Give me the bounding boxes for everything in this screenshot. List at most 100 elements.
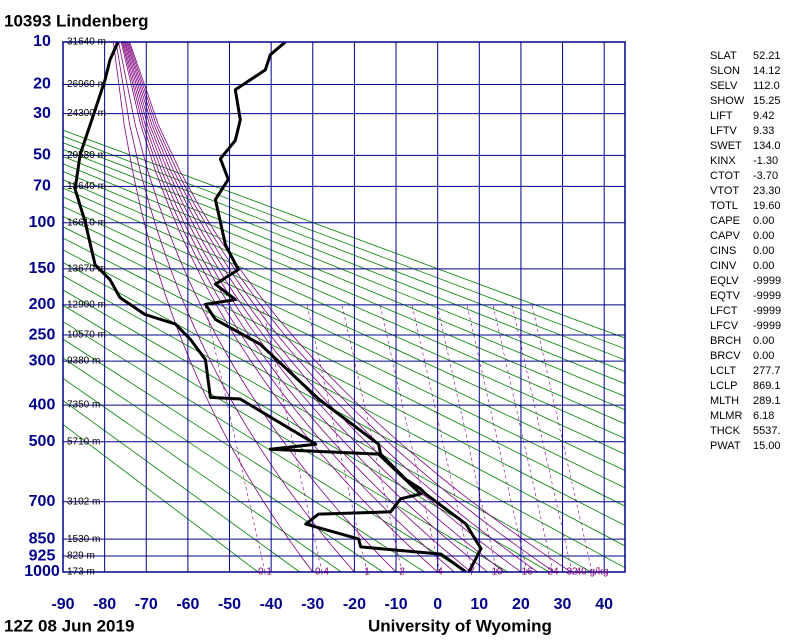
index-name: LCLT xyxy=(710,365,736,377)
y-tick-label: 100 xyxy=(29,214,56,231)
dry-adiabat xyxy=(63,261,625,569)
index-name: CINV xyxy=(710,260,737,272)
index-name: LIFT xyxy=(710,110,733,122)
index-value: 15.25 xyxy=(753,95,781,107)
height-label: 7350 m xyxy=(67,400,100,411)
index-value: 0.00 xyxy=(753,260,774,272)
mixing-ratio-label: 0.1 xyxy=(258,567,272,578)
mixing-ratio-label: 10 xyxy=(491,567,503,578)
dry-adiabat xyxy=(63,142,625,361)
dry-adiabat xyxy=(63,135,625,350)
dry-adiabat xyxy=(63,205,625,471)
index-name: SLAT xyxy=(710,50,737,62)
plot-frame xyxy=(62,41,626,573)
index-value: 5537. xyxy=(753,425,781,437)
mixing-ratio-label: 40 g/kg xyxy=(576,567,609,578)
x-tick-label: 0 xyxy=(433,596,442,613)
index-value: 23.30 xyxy=(753,185,781,197)
mixing-ratio-line xyxy=(306,304,368,572)
y-tick-label: 250 xyxy=(29,326,56,343)
dry-adiabat xyxy=(63,357,384,572)
index-name: VTOT xyxy=(710,185,739,197)
height-label: 31640 m xyxy=(67,37,106,48)
mixing-ratio-label: 4 xyxy=(437,567,443,578)
profile-line xyxy=(73,42,467,572)
mixing-ratio-line xyxy=(466,304,528,572)
mixing-ratio-line xyxy=(204,304,266,572)
index-name: CTOT xyxy=(710,170,740,182)
chart-title: 10393 Lindenberg xyxy=(4,11,149,30)
height-label: 829 m xyxy=(67,551,95,562)
height-label: 24300 m xyxy=(67,108,106,119)
height-label: 3102 m xyxy=(67,496,100,507)
dry-adiabat xyxy=(63,148,625,372)
index-name: LCLP xyxy=(710,380,738,392)
index-value: 134.0 xyxy=(753,140,781,152)
index-value: 52.21 xyxy=(753,50,781,62)
index-name: MLMR xyxy=(710,410,742,422)
dry-adiabat xyxy=(63,237,625,526)
y-tick-label: 30 xyxy=(33,105,51,122)
y-tick-label: 300 xyxy=(29,352,56,369)
x-tick-label: -10 xyxy=(384,596,407,613)
x-tick-label: 20 xyxy=(512,596,530,613)
mixing-ratio-line xyxy=(341,304,403,572)
height-label: 9380 m xyxy=(67,356,100,367)
index-name: PWAT xyxy=(710,440,741,452)
y-tick-label: 50 xyxy=(33,147,51,164)
y-tick-label: 20 xyxy=(33,76,51,93)
mixing-ratio-label: 0.4 xyxy=(315,567,329,578)
index-name: EQTV xyxy=(710,290,741,302)
index-name: CINS xyxy=(710,245,736,257)
mixing-ratio-line xyxy=(492,304,554,572)
index-name: LFCV xyxy=(710,320,739,332)
index-name: BRCV xyxy=(710,350,741,362)
y-tick-label: 850 xyxy=(29,530,56,547)
mixing-ratio-line xyxy=(379,304,441,572)
mixing-ratio-line xyxy=(436,304,498,572)
profile-line xyxy=(203,42,483,572)
moist-adiabat xyxy=(115,42,355,572)
dry-adiabat xyxy=(63,171,625,411)
index-value: 9.33 xyxy=(753,125,774,137)
mixing-ratio-label: 24 xyxy=(547,567,559,578)
mixing-ratio-label: 7 xyxy=(469,567,475,578)
index-value: 14.12 xyxy=(753,65,781,77)
mixing-ratio-label: 16 xyxy=(521,567,533,578)
moist-adiabat xyxy=(128,42,555,572)
y-tick-label: 150 xyxy=(29,260,56,277)
x-tick-label: 30 xyxy=(554,596,572,613)
height-label: 26960 m xyxy=(67,79,106,90)
index-value: 9.42 xyxy=(753,110,774,122)
height-label: 1530 m xyxy=(67,534,100,545)
index-value: 15.00 xyxy=(753,440,781,452)
height-label: 13670 m xyxy=(67,263,106,274)
x-tick-label: -30 xyxy=(301,596,324,613)
y-tick-label: 70 xyxy=(33,178,51,195)
dry-adiabat xyxy=(63,179,625,425)
height-label: 18640 m xyxy=(67,181,106,192)
dry-adiabat xyxy=(63,289,550,572)
index-name: SWET xyxy=(710,140,742,152)
height-label: 10570 m xyxy=(67,330,106,341)
index-name: LFTV xyxy=(710,125,738,137)
mixing-ratio-label: 32 xyxy=(566,567,578,578)
height-label: 5710 m xyxy=(67,436,100,447)
x-tick-label: -50 xyxy=(218,596,241,613)
x-tick-label: -90 xyxy=(51,596,74,613)
height-label: 12900 m xyxy=(67,300,106,311)
moist-adiabat xyxy=(121,42,455,572)
dry-adiabat xyxy=(63,196,625,455)
x-tick-label: -70 xyxy=(135,596,158,613)
index-value: 0.00 xyxy=(753,245,774,257)
dry-adiabat xyxy=(63,163,625,397)
background-lines xyxy=(63,42,625,572)
moist-adiabat xyxy=(118,42,397,572)
x-tick-label: -20 xyxy=(343,596,366,613)
moist-adiabat xyxy=(125,42,505,572)
x-tick-label: -40 xyxy=(260,596,283,613)
index-value: -9999 xyxy=(753,305,781,317)
dry-adiabat xyxy=(63,187,625,440)
